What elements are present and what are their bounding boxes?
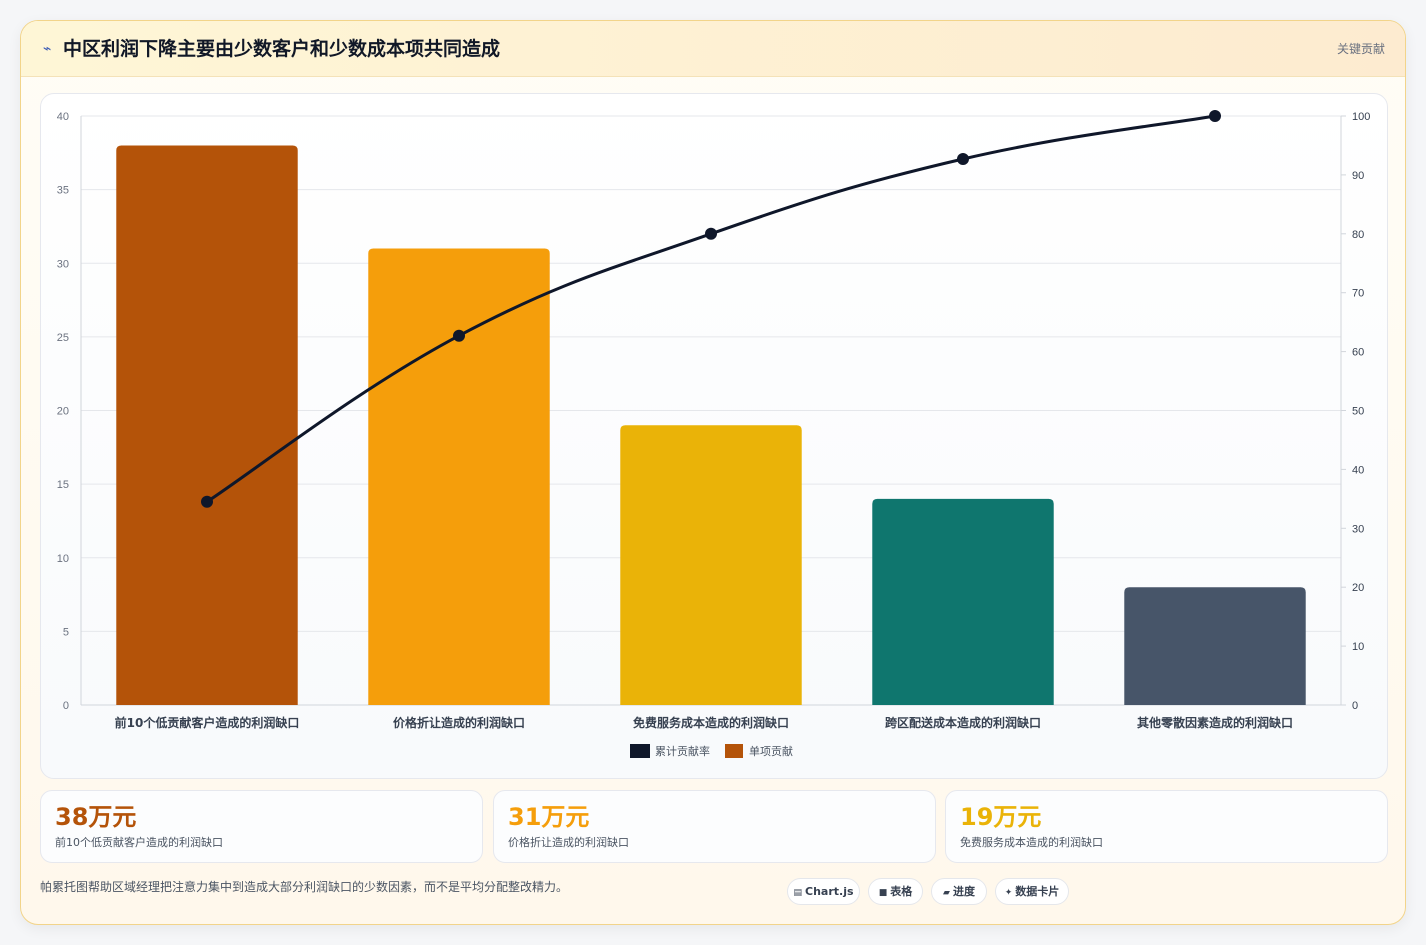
legend-label-cumulative: 累计贡献率 [655,744,710,758]
cumulative-point [705,227,717,240]
cumulative-point [453,329,465,342]
chip-label: Chart.js [805,885,854,898]
chart-panel: 0 5 10 15 20 25 30 35 40 0 10 20 30 40 50 60 70 80 90 100 前1… [40,93,1388,779]
y-left-tick-label: 15 [57,479,69,491]
legend-swatch-cumulative [630,744,650,758]
bar [1124,587,1306,705]
legend-label-bars: 单项贡献 [749,744,793,758]
y-right-tick-label: 80 [1352,229,1364,241]
y-right-tick-label: 0 [1352,700,1358,712]
chip-data-card[interactable]: ✦ 数据卡片 [995,878,1069,905]
x-tick-label: 价格折让造成的利润缺口 [393,715,525,730]
y-left-tick-label: 35 [57,185,69,197]
y-left-tick-label: 5 [63,626,69,638]
bar [116,145,298,705]
y-right-tick-label: 60 [1352,347,1364,359]
y-left-tick-label: 10 [57,553,69,565]
card-header: ⌁ 中区利润下降主要由少数客户和少数成本项共同造成 关键贡献 [21,21,1405,77]
bar [620,425,802,705]
cumulative-point [1209,110,1221,122]
y-left-tick-label: 20 [57,406,69,418]
kpi-label: 免费服务成本造成的利润缺口 [960,836,1103,849]
kpi-card-1: 38万元 前10个低贡献客户造成的利润缺口 [40,790,483,863]
y-left-tick-label: 0 [63,700,69,712]
chip-label: 进度 [952,885,975,898]
y-right-tick-label: 70 [1352,288,1364,300]
y-right-tick-label: 30 [1352,523,1364,535]
kpi-label: 价格折让造成的利润缺口 [508,836,629,849]
sparkle-icon: ✦ [1004,888,1013,898]
chip-chartjs[interactable]: ▤ Chart.js [787,878,860,905]
x-tick-label: 跨区配送成本造成的利润缺口 [885,715,1041,730]
cumulative-point [957,152,969,165]
y-right-tick-label: 10 [1352,641,1364,653]
cumulative-point [201,495,213,508]
y-right-tick-label: 20 [1352,582,1364,594]
chip-table[interactable]: ■ 表格 [868,878,923,905]
card-title: 中区利润下降主要由少数客户和少数成本项共同造成 [63,38,501,60]
chip-progress[interactable]: ▰ 进度 [931,878,987,905]
report-card: ⌁ 中区利润下降主要由少数客户和少数成本项共同造成 关键贡献 0 5 10 15 20 2… [20,20,1406,925]
progress-icon: ▰ [943,888,950,898]
x-tick-label: 其他零散因素造成的利润缺口 [1137,715,1293,730]
y-right-tick-label: 100 [1352,111,1370,123]
bolt-icon: ⌁ [43,41,52,57]
kpi-label: 前10个低贡献客户造成的利润缺口 [55,836,223,849]
chip-label: 表格 [890,885,913,898]
y-left-tick-label: 30 [57,258,69,270]
footer-note: 帕累托图帮助区域经理把注意力集中到造成大部分利润缺口的少数因素，而不是平均分配整… [40,880,569,894]
y-right-tick-label: 90 [1352,170,1364,182]
kpi-value: 38万元 [55,803,137,831]
y-left-tick-label: 40 [57,111,69,123]
kpi-value: 19万元 [960,803,1042,831]
y-right-tick-label: 50 [1352,406,1364,418]
legend-swatch-bars [725,744,743,758]
kpi-value: 31万元 [508,803,590,831]
bar [872,498,1054,705]
pareto-chart: 0 5 10 15 20 25 30 35 40 0 10 20 30 40 50 60 70 80 90 100 前1… [57,110,1370,758]
y-right-tick-label: 40 [1352,464,1364,476]
x-tick-label: 免费服务成本造成的利润缺口 [633,715,789,730]
y-left-tick-label: 25 [57,332,69,344]
kpi-card-3: 19万元 免费服务成本造成的利润缺口 [945,790,1388,863]
kpi-card-2: 31万元 价格折让造成的利润缺口 [493,790,936,863]
chart-icon: ▤ [793,888,802,898]
x-tick-label: 前10个低贡献客户造成的利润缺口 [115,715,300,730]
table-icon: ■ [878,888,888,898]
bar [368,248,550,705]
header-tag: 关键贡献 [1336,42,1385,56]
chip-label: 数据卡片 [1015,885,1060,898]
